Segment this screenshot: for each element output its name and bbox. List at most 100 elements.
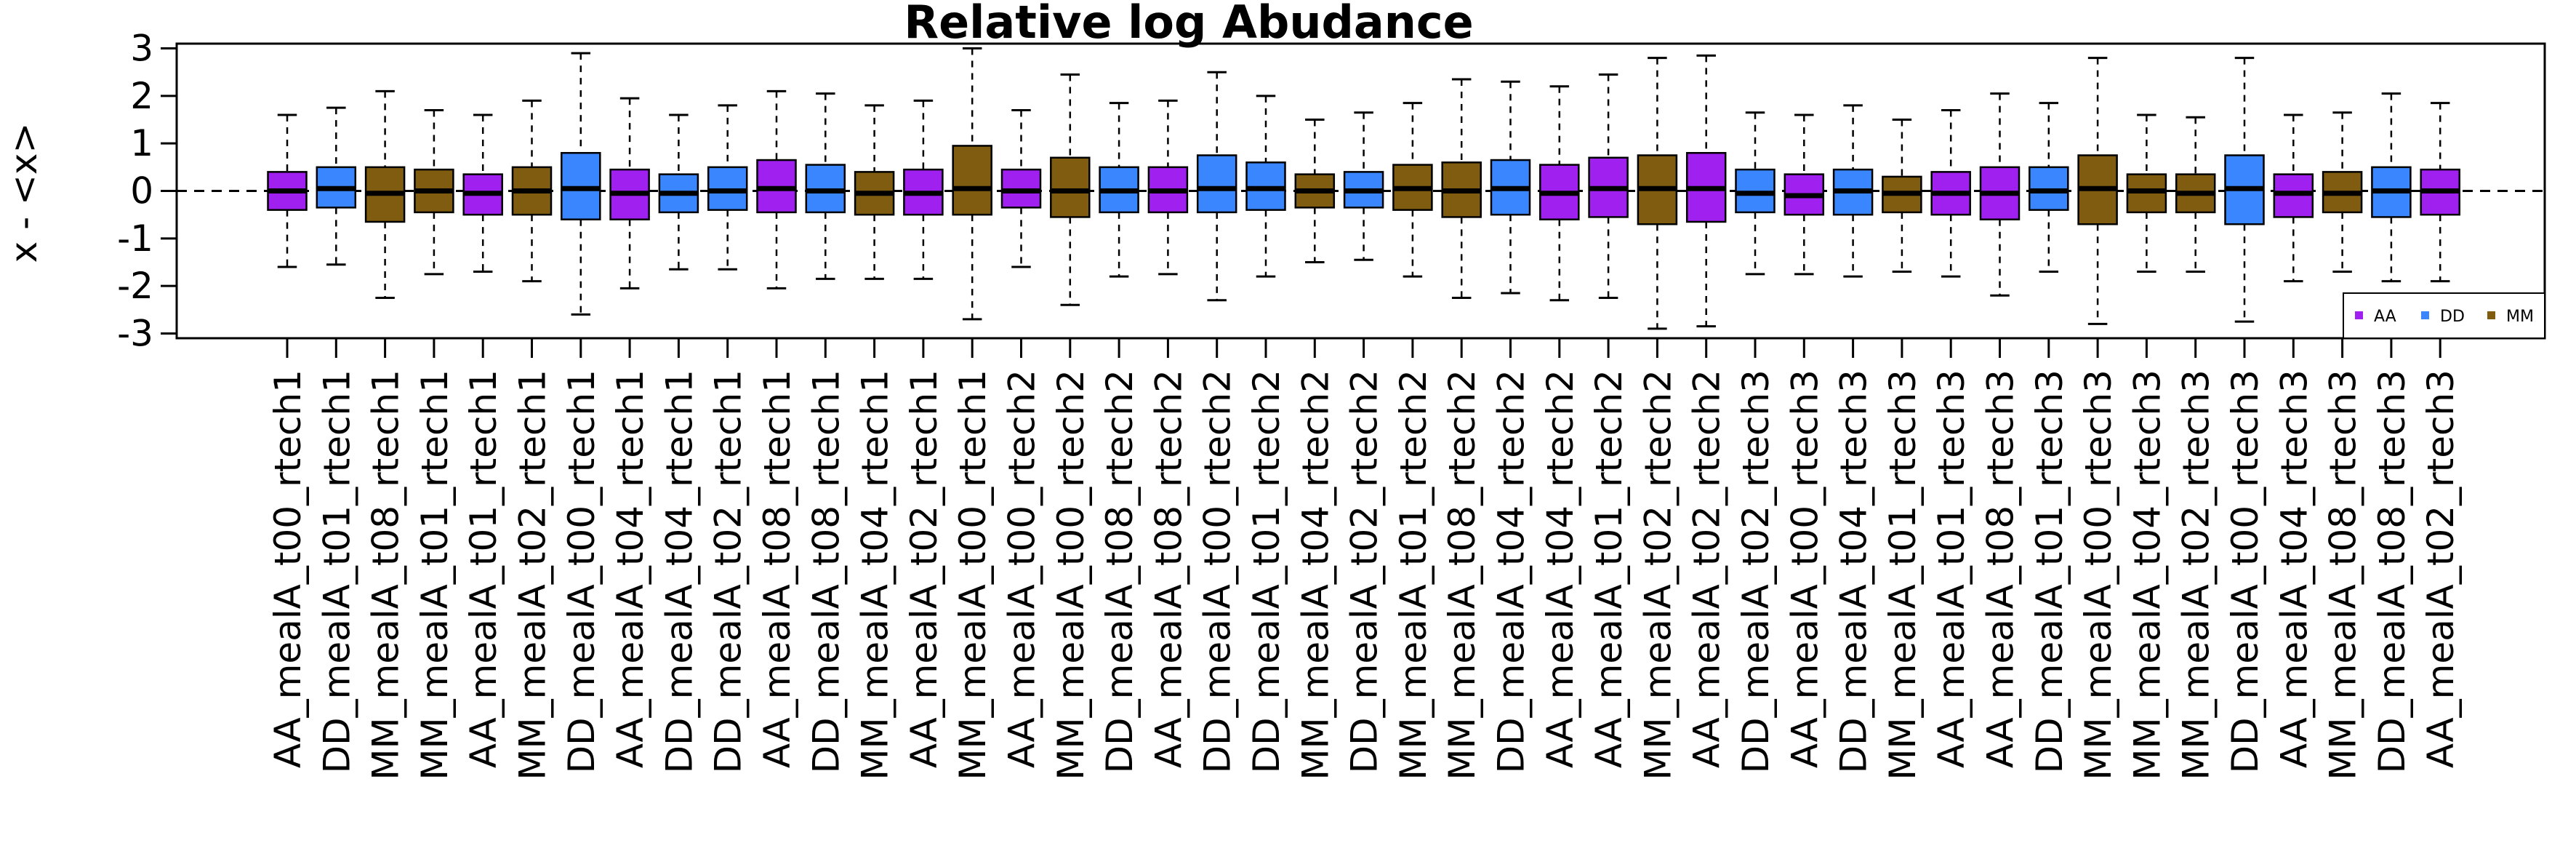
y-tick-label: 0 bbox=[130, 170, 153, 212]
box-MM_mealA_t08_rtech2 bbox=[1441, 78, 1482, 299]
box-DD_mealA_t01_rtech1 bbox=[316, 106, 357, 266]
legend-label: MM bbox=[2506, 308, 2534, 326]
x-tick-label: AA_mealA_t08_rtech2 bbox=[1147, 369, 1189, 768]
x-tick-label: DD_mealA_t02_rtech2 bbox=[1344, 369, 1386, 773]
x-tick-label: AA_mealA_t00_rtech2 bbox=[1001, 369, 1043, 768]
y-tick-label: 2 bbox=[130, 75, 153, 117]
x-tick-label: MM_mealA_t02_rtech2 bbox=[1637, 369, 1679, 780]
box-MM_mealA_t02_rtech2 bbox=[1637, 57, 1678, 330]
x-tick-label: MM_mealA_t00_rtech1 bbox=[952, 369, 994, 780]
x-tick-label: DD_mealA_t08_rtech2 bbox=[1099, 369, 1141, 773]
box-DD_mealA_t08_rtech3 bbox=[2371, 92, 2412, 283]
x-tick-label: AA_mealA_t02_rtech1 bbox=[903, 369, 945, 768]
x-tick-label: AA_mealA_t02_rtech2 bbox=[1686, 369, 1728, 768]
box-DD_mealA_t02_rtech2 bbox=[1343, 111, 1384, 261]
box-DD_mealA_t04_rtech1 bbox=[658, 113, 699, 271]
box-DD_mealA_t00_rtech3 bbox=[2224, 57, 2265, 323]
box-AA_mealA_t04_rtech2 bbox=[1539, 85, 1580, 302]
box-DD_mealA_t08_rtech1 bbox=[805, 92, 846, 280]
box-MM_mealA_t01_rtech1 bbox=[414, 108, 454, 276]
box-MM_mealA_t08_rtech3 bbox=[2322, 111, 2363, 273]
x-tick-label: MM_mealA_t08_rtech3 bbox=[2322, 369, 2364, 780]
x-tick-label: DD_mealA_t08_rtech1 bbox=[805, 369, 847, 773]
chart-title: Relative log Abudance bbox=[904, 0, 1473, 49]
y-tick-label: 1 bbox=[130, 122, 153, 164]
x-tick-label: MM_mealA_t04_rtech3 bbox=[2126, 369, 2168, 780]
legend-swatch bbox=[2355, 311, 2363, 319]
box-DD_mealA_t00_rtech2 bbox=[1196, 71, 1237, 302]
x-tick-label: DD_mealA_t00_rtech3 bbox=[2224, 369, 2266, 773]
x-tick-label: AA_mealA_t01_rtech3 bbox=[1930, 369, 1973, 768]
x-tick-label: MM_mealA_t04_rtech2 bbox=[1294, 369, 1336, 780]
box-DD_mealA_t04_rtech3 bbox=[1832, 104, 1874, 278]
x-tick-label: DD_mealA_t01_rtech3 bbox=[2029, 369, 2071, 773]
box-AA_mealA_t02_rtech2 bbox=[1685, 54, 1727, 328]
legend: AA DD MM bbox=[2343, 292, 2545, 339]
x-tick-label: DD_mealA_t01_rtech2 bbox=[1245, 369, 1288, 773]
y-tick-label: -3 bbox=[117, 312, 153, 354]
x-tick-label: DD_mealA_t08_rtech3 bbox=[2371, 369, 2413, 773]
box-AA_mealA_t00_rtech1 bbox=[267, 113, 308, 268]
box-AA_mealA_t01_rtech2 bbox=[1588, 73, 1629, 299]
x-tick-label: MM_mealA_t01_rtech3 bbox=[1882, 369, 1924, 780]
box-AA_mealA_t02_rtech1 bbox=[903, 99, 944, 280]
x-tick-label: MM_mealA_t01_rtech2 bbox=[1392, 369, 1435, 780]
box-iqr bbox=[1050, 156, 1091, 218]
box-MM_mealA_t00_rtech3 bbox=[2077, 57, 2118, 325]
box-AA_mealA_t00_rtech2 bbox=[1000, 108, 1042, 268]
box-MM_mealA_t01_rtech3 bbox=[1882, 119, 1922, 273]
box-DD_mealA_t08_rtech2 bbox=[1099, 102, 1139, 278]
legend-entry-AA: AA bbox=[2355, 308, 2396, 326]
legend-frame bbox=[2343, 292, 2545, 339]
box-AA_mealA_t08_rtech3 bbox=[1979, 92, 2021, 297]
x-tick-label: AA_mealA_t04_rtech2 bbox=[1539, 369, 1581, 768]
box-MM_mealA_t04_rtech1 bbox=[854, 104, 895, 280]
box-DD_mealA_t01_rtech3 bbox=[2029, 102, 2069, 273]
box-AA_mealA_t04_rtech3 bbox=[2273, 113, 2314, 283]
box-MM_mealA_t04_rtech3 bbox=[2126, 113, 2167, 273]
box-MM_mealA_t02_rtech1 bbox=[511, 99, 553, 283]
x-tick-label: AA_mealA_t04_rtech1 bbox=[609, 369, 651, 768]
box-MM_mealA_t02_rtech3 bbox=[2175, 116, 2216, 273]
legend-label: DD bbox=[2440, 308, 2465, 326]
x-tick-label: AA_mealA_t08_rtech1 bbox=[756, 369, 798, 768]
legend-swatch bbox=[2421, 311, 2429, 319]
legend-swatch bbox=[2487, 311, 2495, 319]
box-AA_mealA_t01_rtech1 bbox=[462, 113, 503, 273]
x-tick-label: DD_mealA_t00_rtech1 bbox=[561, 369, 603, 773]
box-iqr bbox=[952, 145, 992, 216]
x-tick-label: AA_mealA_t01_rtech1 bbox=[462, 369, 505, 768]
box-iqr bbox=[1196, 154, 1237, 214]
x-tick-label: MM_mealA_t02_rtech3 bbox=[2175, 369, 2218, 780]
box-AA_mealA_t02_rtech3 bbox=[2420, 102, 2460, 283]
x-tick-label: AA_mealA_t08_rtech3 bbox=[1980, 369, 2022, 768]
y-axis-label: x - <x> bbox=[3, 123, 45, 263]
x-tick-label: DD_mealA_t04_rtech3 bbox=[1833, 369, 1875, 773]
box-AA_mealA_t08_rtech2 bbox=[1147, 99, 1189, 276]
x-tick-label: AA_mealA_t02_rtech3 bbox=[2420, 369, 2462, 768]
box-DD_mealA_t02_rtech3 bbox=[1735, 111, 1775, 276]
x-tick-label: DD_mealA_t04_rtech1 bbox=[658, 369, 700, 773]
box-MM_mealA_t01_rtech2 bbox=[1392, 102, 1433, 278]
legend-entry-DD: DD bbox=[2421, 308, 2465, 326]
x-tick-label: MM_mealA_t08_rtech2 bbox=[1441, 369, 1483, 780]
x-tick-label: MM_mealA_t00_rtech3 bbox=[2077, 369, 2119, 780]
x-tick-label: MM_mealA_t08_rtech1 bbox=[365, 369, 407, 780]
x-tick-label: DD_mealA_t02_rtech3 bbox=[1735, 369, 1777, 773]
x-tick-label: DD_mealA_t04_rtech2 bbox=[1490, 369, 1533, 773]
box-DD_mealA_t02_rtech1 bbox=[707, 104, 748, 271]
x-tick-label: AA_mealA_t00_rtech3 bbox=[1783, 369, 1826, 768]
x-tick-label: DD_mealA_t01_rtech1 bbox=[316, 369, 358, 773]
x-tick-label: MM_mealA_t04_rtech1 bbox=[854, 369, 896, 780]
box-MM_mealA_t00_rtech2 bbox=[1050, 73, 1091, 306]
box-MM_mealA_t04_rtech2 bbox=[1294, 119, 1336, 263]
y-tick-label: 3 bbox=[130, 28, 153, 70]
x-tick-label: MM_mealA_t00_rtech2 bbox=[1050, 369, 1092, 780]
box-AA_mealA_t00_rtech3 bbox=[1783, 113, 1825, 276]
legend-label: AA bbox=[2374, 308, 2396, 326]
x-tick-label: AA_mealA_t01_rtech2 bbox=[1588, 369, 1630, 768]
box-DD_mealA_t01_rtech2 bbox=[1245, 95, 1286, 278]
x-tick-label: DD_mealA_t02_rtech1 bbox=[707, 369, 750, 773]
